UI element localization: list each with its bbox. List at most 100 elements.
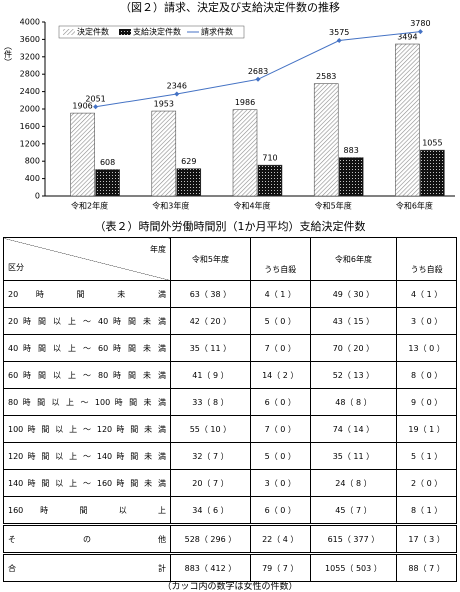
x-tick-label: 令和2年度 xyxy=(71,201,108,211)
table-cell: 13（ 0 ） xyxy=(396,334,457,362)
value-label: 3780 xyxy=(410,19,430,28)
line-marker xyxy=(417,29,423,35)
row-label: 40 時 間 以 上 ～ 60 時 間 未 満 xyxy=(3,334,171,362)
table: 年度 区分 令和5年度 令和6年度 うち自殺 うち自殺 20 時 間 未 満 63（ 38 ）… xyxy=(3,237,457,582)
bar xyxy=(313,83,339,197)
x-tick-label: 令和6年度 xyxy=(396,201,433,211)
table-cell: 5（ 1 ） xyxy=(396,442,457,470)
value-label: 3494 xyxy=(397,33,417,42)
line-marker xyxy=(255,76,261,82)
table-cell: 34（ 6 ） xyxy=(170,496,251,525)
y-tick-label: 4000 xyxy=(20,18,40,27)
table-cell: 24（ 8 ） xyxy=(309,469,398,497)
header-blank xyxy=(249,237,311,259)
corner-label: 年度 xyxy=(150,245,166,254)
table-cell: 6（ 0 ） xyxy=(249,388,311,416)
bar xyxy=(395,43,420,197)
row-label: 60 時 間 以 上 ～ 80 時 間 未 満 xyxy=(3,361,171,389)
value-label: 1953 xyxy=(154,100,174,109)
table-cell: 3（ 0 ） xyxy=(249,469,311,497)
table-cell: 7（ 0 ） xyxy=(249,415,311,443)
column-header: うち自殺 xyxy=(249,259,311,281)
table-cell: 45（ 7 ） xyxy=(309,496,398,525)
bar xyxy=(70,112,95,197)
table-cell: 2（ 0 ） xyxy=(396,469,457,497)
row-label: 20 時 間 未 満 xyxy=(3,280,171,308)
table-cell: 70（ 20 ） xyxy=(309,334,398,362)
row-label: 100 時 間 以 上 ～ 120 時 間 未 満 xyxy=(3,415,171,443)
table-title: （表２）時間外労働時間別（1か月平均）支給決定件数 xyxy=(94,220,366,233)
table-cell: 8（ 0 ） xyxy=(396,361,457,389)
table-cell: 5（ 0 ） xyxy=(249,307,311,335)
value-label: 883 xyxy=(344,146,359,155)
y-tick-label: 2800 xyxy=(20,70,40,79)
corner-label: 区分 xyxy=(8,263,24,272)
line-marker xyxy=(336,37,342,43)
value-label: 2346 xyxy=(167,81,187,90)
row-label: 20 時 間 以 上 ～ 40 時 間 未 満 xyxy=(3,307,171,335)
bar xyxy=(338,157,364,197)
legend-box xyxy=(58,25,245,39)
header-blank xyxy=(396,237,457,259)
column-header: うち自殺 xyxy=(396,259,457,281)
table-cell: 79（ 7 ） xyxy=(249,552,311,582)
table-cell: 615（ 377 ） xyxy=(309,523,398,554)
line-marker xyxy=(93,104,99,110)
table-cell: 55（ 10 ） xyxy=(170,415,251,443)
y-tick-label: 3600 xyxy=(20,35,40,44)
y-tick-label: 1600 xyxy=(20,122,40,131)
table-cell: 48（ 8 ） xyxy=(309,388,398,416)
table-cell: 4（ 1 ） xyxy=(396,280,457,308)
value-label: 2051 xyxy=(85,94,105,103)
table-cell: 32（ 7 ） xyxy=(170,442,251,470)
table-cell: 49（ 30 ） xyxy=(309,280,398,308)
x-tick-label: 令和5年度 xyxy=(315,201,352,211)
column-header: 令和5年度 xyxy=(170,237,251,281)
table-cell: 3（ 0 ） xyxy=(396,307,457,335)
table-cell: 20（ 7 ） xyxy=(170,469,251,497)
table-cell: 63（ 38 ） xyxy=(170,280,251,308)
table-cell: 5（ 0 ） xyxy=(249,442,311,470)
table-cell: 74（ 14 ） xyxy=(309,415,398,443)
value-label: 608 xyxy=(100,158,115,167)
value-label: 629 xyxy=(181,157,196,166)
x-tick-label: 令和4年度 xyxy=(233,201,270,211)
row-label: 140 時 間 以 上 ～ 160 時 間 未 満 xyxy=(3,469,171,497)
table-cell: 52（ 13 ） xyxy=(309,361,398,389)
chart-title: （図２）請求、決定及び支給決定件数の推移 xyxy=(120,0,340,14)
chart: （図２）請求、決定及び支給決定件数の推移 （件） 0 400 800 1200 1600… xyxy=(4,0,455,211)
table-cell: 19（ 1 ） xyxy=(396,415,457,443)
line-marker xyxy=(174,91,180,97)
legend-label: 決定件数 xyxy=(77,27,109,37)
value-label: 3575 xyxy=(329,28,349,37)
table-cell: 35（ 11 ） xyxy=(309,442,398,470)
value-label: 710 xyxy=(262,154,277,163)
bar xyxy=(257,164,283,197)
table-cell: 22（ 4 ） xyxy=(249,523,311,554)
row-label: 合 計 xyxy=(3,552,171,582)
x-tick-label: 令和3年度 xyxy=(152,201,189,211)
y-tick-label: 0 xyxy=(35,192,40,201)
value-label: 2683 xyxy=(248,67,268,76)
row-label: 80 時 間 以 上 ～ 100 時 間 未 満 xyxy=(3,388,171,416)
bar xyxy=(95,169,120,197)
row-label: 120 時 間 以 上 ～ 140 時 間 未 満 xyxy=(3,442,171,470)
table-cell: 4（ 1 ） xyxy=(249,280,311,308)
legend-swatch xyxy=(63,29,75,35)
table-cell: 17（ 3 ） xyxy=(396,523,457,554)
table-cell: 883（ 412 ） xyxy=(170,552,251,582)
y-tick-label: 400 xyxy=(25,174,40,183)
bar xyxy=(232,109,258,197)
y-tick-label: 1200 xyxy=(20,139,40,148)
y-tick-label: 800 xyxy=(25,157,40,166)
legend-label: 支給決定件数 xyxy=(133,27,181,37)
row-label: 160 時 間 以 上 xyxy=(3,496,171,525)
legend-label: 請求件数 xyxy=(201,27,233,37)
bar xyxy=(151,110,177,197)
table-cell: 9（ 0 ） xyxy=(396,388,457,416)
table-cell: 33（ 8 ） xyxy=(170,388,251,416)
table-cell: 7（ 0 ） xyxy=(249,334,311,362)
y-tick-label: 2000 xyxy=(20,105,40,114)
bar xyxy=(420,149,445,197)
